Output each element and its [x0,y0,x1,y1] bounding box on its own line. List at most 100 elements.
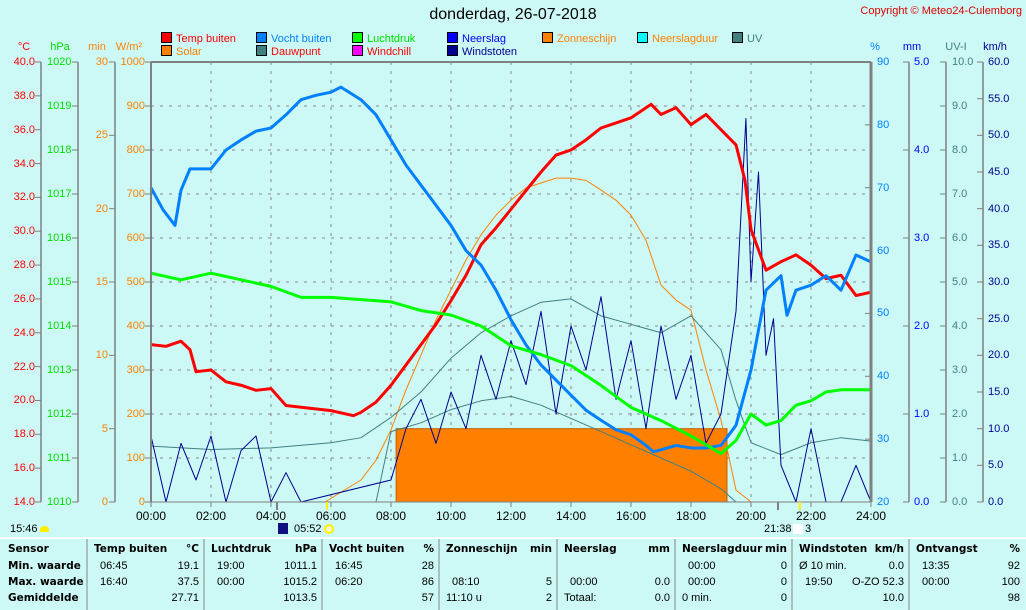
column-divider [321,539,323,610]
tick-label-uv: 8.0 [952,144,968,156]
tick-label-uv: 5.0 [952,276,968,288]
x-tick-label: 16:00 [616,509,647,523]
legend-label: Solar [176,46,202,58]
legend-swatch [447,32,458,43]
column-divider [203,539,205,610]
tick-label-uv: 6.0 [952,232,968,244]
cell-value: 37.5 [177,576,199,588]
tick-label-sunmin: 25 [95,129,108,142]
tick-label-temp: 34.0 [13,157,35,170]
column-unit: % [1009,543,1020,555]
tick-label-solar: 400 [126,320,145,332]
moon-phase-icon [40,526,49,532]
tick-label-pressure: 1018 [47,144,72,156]
cell-value: 98 [1007,592,1020,604]
tick-label-sunmin: 30 [95,56,108,68]
tick-label-uv: 4.0 [952,320,968,332]
x-tick-label: 24:00 [856,509,887,523]
tick-label-solar: 100 [126,452,145,464]
cell-value: 0.0 [654,592,670,604]
tick-label-solar: 1000 [120,56,145,68]
cell-time: 00:00 [570,576,598,588]
tick-label-pressure: 1013 [47,364,72,376]
tick-label-temp: 24.0 [13,326,35,339]
tick-label-sunmin: 0 [101,496,108,508]
column-divider [86,539,88,610]
cell-time: 0 min. [682,592,712,604]
cell-value: 1013.5 [283,592,317,604]
tick-label-wind: 50.0 [988,129,1010,142]
cell-time: 13:35 [922,560,950,572]
column-divider [438,539,440,610]
tick-label-rain: 1.0 [914,408,930,420]
x-tick-label: 18:00 [676,509,707,523]
column-unit: min [764,543,787,555]
tick-label-wind: 20.0 [988,349,1010,362]
tick-label-wind: 10.0 [988,422,1010,435]
legend-swatch [161,32,172,43]
column-divider [791,539,793,610]
cell-time: 19:00 [217,560,245,572]
axis-unit-wind: km/h [983,41,1007,53]
cell-value: 100 [1001,576,1020,588]
legend-label: Neerslagduur [652,33,719,45]
legend-item: Solar [161,45,202,58]
cell-value: 5 [545,576,552,588]
legend-item: Temp buiten [161,32,236,45]
copyright: Copyright © Meteo24-Culemborg [860,5,1022,17]
tick-label-solar: 800 [126,144,145,156]
tick-label-pressure: 1011 [47,452,71,464]
tick-label-sunmin: 5 [101,422,108,435]
weather-chart [35,61,984,510]
tick-label-sunmin: 15 [95,276,108,288]
tick-label-temp: 14.0 [13,496,35,508]
tick-label-uv: 7.0 [952,188,968,200]
tick-label-humidity: 50 [877,307,890,320]
column-title: Windstoten [799,543,868,555]
x-tick-label: 00:00 [136,509,167,523]
legend-swatch [352,45,363,56]
cell-value: 2 [545,592,552,604]
cell-time: 08:10 [452,576,480,588]
tick-label-solar: 300 [126,364,145,376]
legend-swatch [352,32,363,43]
row-label: Gemiddelde [8,592,79,604]
cell-value: 0 [780,592,787,604]
tick-label-uv: 2.0 [952,408,968,420]
tick-label-pressure: 1010 [47,496,72,508]
series-temp-buiten [150,102,872,418]
column-divider [908,539,910,610]
tick-label-humidity: 90 [877,56,890,68]
cell-value: 0.0 [888,560,904,572]
tick-label-uv: 10.0 [952,56,974,68]
axis-unit-sunmin: min [88,41,106,53]
tick-label-wind: 0.0 [988,496,1004,508]
legend-item: Dauwpunt [256,45,321,58]
tick-label-pressure: 1019 [47,100,72,112]
tick-label-uv: 9.0 [952,100,968,112]
tick-label-humidity: 70 [877,181,890,194]
axis-unit-rain: mm [902,41,922,53]
legend-label: Dauwpunt [271,46,321,58]
tick-label-uv: 0.0 [952,496,968,508]
x-tick-label: 02:00 [196,509,227,523]
legend-item: Neerslagduur [637,32,718,45]
cell-value: O-ZO 52.3 [852,576,904,588]
legend-label: Windchill [367,46,412,58]
legend-item: Vocht buiten [256,32,332,45]
tick-label-wind: 30.0 [988,276,1010,288]
tick-label-temp: 38.0 [13,89,35,102]
tick-label-pressure: 1014 [47,320,72,332]
tick-label-pressure: 1016 [47,232,72,244]
column-unit: min [529,543,552,555]
legend-swatch [256,45,267,56]
column-unit: % [423,543,434,555]
cell-time: 06:45 [100,560,128,572]
legend-item: Zonneschijn [542,32,616,45]
tick-label-wind: 15.0 [988,386,1010,398]
sunset-icon [793,524,803,534]
x-tick-label: 04:00 [256,509,287,523]
cell-value: 0 [780,560,787,572]
cell-value: 0 [780,576,787,588]
row-label: Sensor [8,543,49,555]
